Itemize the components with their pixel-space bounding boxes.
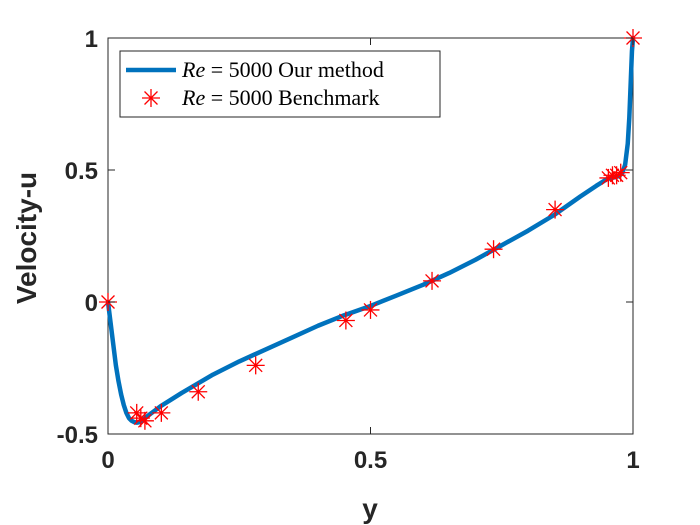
benchmark-point [484, 240, 503, 259]
legend-box [119, 50, 441, 118]
benchmark-point [361, 300, 380, 319]
benchmark-point [611, 163, 630, 182]
x-axis-label: y [362, 493, 378, 524]
legend-label-our-method: Re = 5000 Our method [181, 57, 384, 82]
x-tick-label: 0.5 [354, 447, 387, 474]
y-tick-label: 1 [85, 26, 98, 53]
x-tick-label: 0 [101, 447, 114, 474]
x-tick-label: 1 [626, 447, 639, 474]
benchmark-point [546, 200, 565, 219]
benchmark-point [152, 403, 171, 422]
tick-layer: 0 0.5 1-0.500.51 [57, 26, 640, 474]
legend: Re = 5000 Our method Re = 5000 Benchmark [119, 50, 441, 118]
legend-asterisk [142, 89, 160, 107]
series-layer [99, 29, 642, 430]
y-tick-label: 0.5 [65, 158, 98, 185]
y-axis-label: Velocity-u [11, 172, 42, 304]
benchmark-point [135, 411, 154, 430]
benchmark-point [246, 356, 265, 375]
y-tick-label: -0.5 [57, 422, 98, 449]
benchmark-point [336, 311, 355, 330]
legend-marker-swatch [142, 89, 160, 107]
benchmark-point [189, 382, 208, 401]
y-tick-label: 0 [85, 290, 98, 317]
benchmark-point [423, 271, 442, 290]
legend-label-benchmark: Re = 5000 Benchmark [181, 85, 380, 110]
